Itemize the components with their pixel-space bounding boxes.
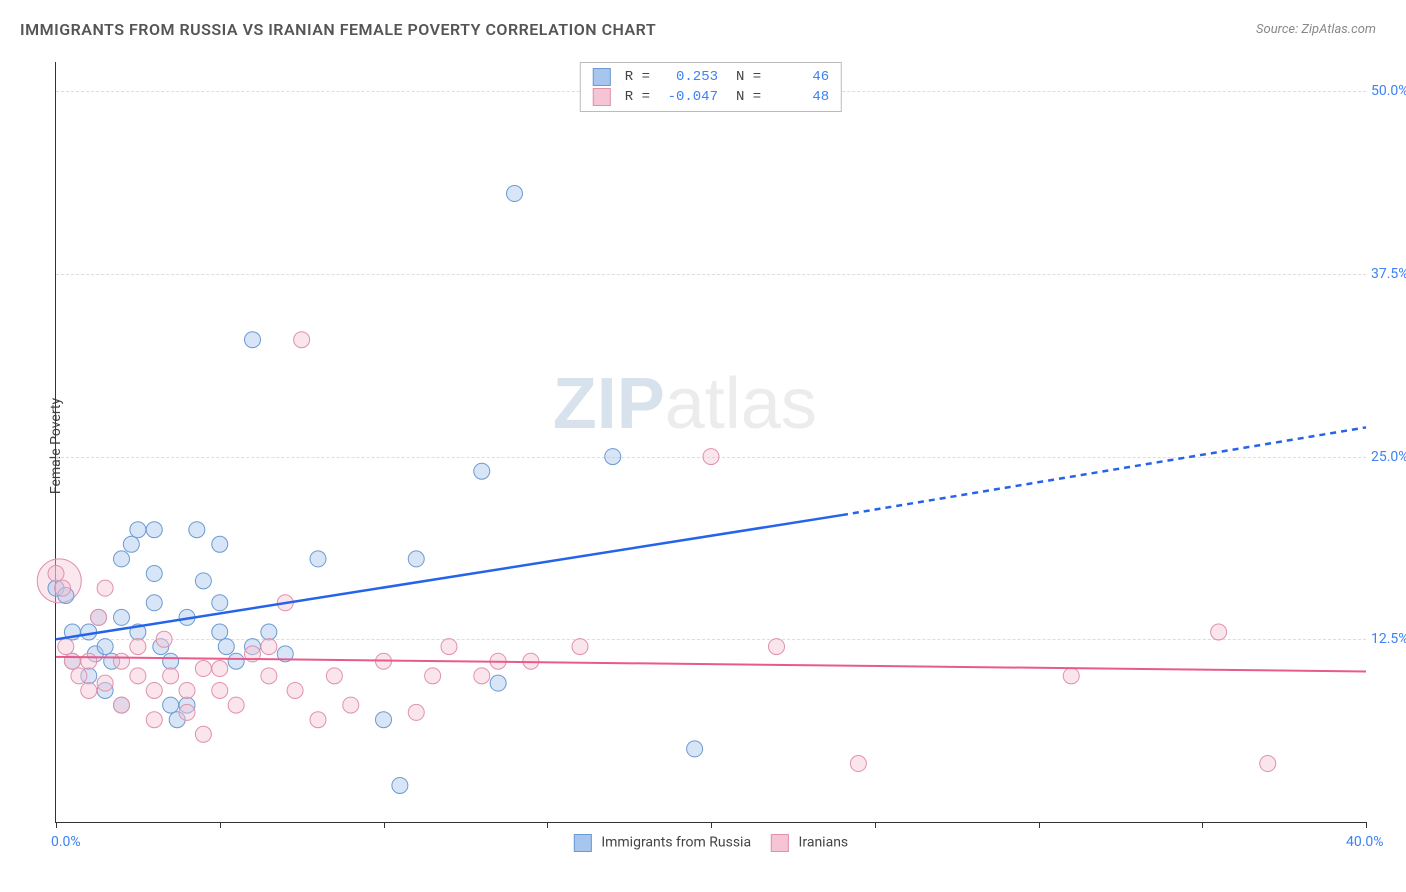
data-point bbox=[114, 697, 130, 713]
data-point bbox=[179, 682, 195, 698]
data-point bbox=[408, 551, 424, 567]
legend-swatch-pink bbox=[771, 834, 789, 852]
legend-row-1: R = -0.047 N = 48 bbox=[593, 87, 829, 107]
data-point bbox=[195, 573, 211, 589]
data-point bbox=[212, 536, 228, 552]
data-point bbox=[55, 580, 71, 596]
data-point bbox=[703, 449, 719, 465]
data-point bbox=[212, 595, 228, 611]
legend-label: Iranians bbox=[799, 835, 849, 851]
data-point bbox=[58, 639, 74, 655]
data-point bbox=[245, 332, 261, 348]
data-point bbox=[130, 639, 146, 655]
xtick-label: 40.0% bbox=[1346, 834, 1384, 850]
data-point bbox=[81, 682, 97, 698]
data-point bbox=[146, 682, 162, 698]
plot-area: ZIPatlas R = 0.253 N = 46 R = -0.047 N =… bbox=[55, 62, 1366, 823]
data-point bbox=[287, 682, 303, 698]
trend-line bbox=[56, 515, 842, 639]
data-point bbox=[212, 661, 228, 677]
chart-container: IMMIGRANTS FROM RUSSIA VS IRANIAN FEMALE… bbox=[0, 0, 1406, 892]
data-point bbox=[687, 741, 703, 757]
data-point bbox=[64, 653, 80, 669]
data-point bbox=[294, 332, 310, 348]
data-point bbox=[163, 668, 179, 684]
data-point bbox=[228, 697, 244, 713]
data-point bbox=[261, 624, 277, 640]
data-point bbox=[146, 566, 162, 582]
data-point bbox=[392, 777, 408, 793]
ytick-label: 50.0% bbox=[1371, 83, 1406, 99]
data-point bbox=[163, 697, 179, 713]
legend-item-1: Iranians bbox=[771, 834, 848, 852]
data-point bbox=[195, 661, 211, 677]
data-point bbox=[163, 653, 179, 669]
xtick-label: 0.0% bbox=[51, 834, 81, 850]
data-point bbox=[1260, 756, 1276, 772]
data-point bbox=[850, 756, 866, 772]
data-point bbox=[769, 639, 785, 655]
data-point bbox=[156, 631, 172, 647]
legend-swatch-pink bbox=[593, 88, 611, 106]
data-point bbox=[572, 639, 588, 655]
data-point bbox=[97, 639, 113, 655]
data-point bbox=[507, 186, 523, 202]
data-point bbox=[130, 668, 146, 684]
trend-line-dashed bbox=[842, 427, 1366, 515]
data-point bbox=[91, 609, 107, 625]
data-point bbox=[490, 675, 506, 691]
legend-label: Immigrants from Russia bbox=[601, 835, 751, 851]
source-label: Source: ZipAtlas.com bbox=[1256, 22, 1376, 37]
data-point bbox=[326, 668, 342, 684]
correlation-legend: R = 0.253 N = 46 R = -0.047 N = 48 bbox=[580, 62, 842, 112]
ytick-label: 25.0% bbox=[1371, 449, 1406, 465]
legend-item-0: Immigrants from Russia bbox=[574, 834, 751, 852]
data-point bbox=[310, 712, 326, 728]
data-point bbox=[114, 551, 130, 567]
trend-line bbox=[56, 657, 1366, 672]
data-point bbox=[441, 639, 457, 655]
data-point bbox=[261, 639, 277, 655]
data-point bbox=[212, 682, 228, 698]
data-point bbox=[212, 624, 228, 640]
data-point bbox=[310, 551, 326, 567]
data-point bbox=[130, 522, 146, 538]
data-point bbox=[343, 697, 359, 713]
scatter-svg bbox=[56, 62, 1366, 822]
legend-row-0: R = 0.253 N = 46 bbox=[593, 67, 829, 87]
data-point bbox=[123, 536, 139, 552]
data-point bbox=[189, 522, 205, 538]
ytick-label: 37.5% bbox=[1371, 266, 1406, 282]
legend-swatch-blue bbox=[574, 834, 592, 852]
data-point bbox=[195, 726, 211, 742]
data-point bbox=[408, 704, 424, 720]
data-point bbox=[261, 668, 277, 684]
data-point bbox=[179, 704, 195, 720]
data-point bbox=[474, 463, 490, 479]
data-point bbox=[425, 668, 441, 684]
data-point bbox=[146, 522, 162, 538]
data-point bbox=[48, 566, 64, 582]
data-point bbox=[1063, 668, 1079, 684]
data-point bbox=[605, 449, 621, 465]
data-point bbox=[146, 712, 162, 728]
ytick-label: 12.5% bbox=[1371, 631, 1406, 647]
data-point bbox=[1211, 624, 1227, 640]
data-point bbox=[376, 712, 392, 728]
data-point bbox=[97, 580, 113, 596]
data-point bbox=[81, 653, 97, 669]
x-axis-legend: Immigrants from Russia Iranians bbox=[574, 834, 848, 852]
chart-title: IMMIGRANTS FROM RUSSIA VS IRANIAN FEMALE… bbox=[20, 20, 656, 39]
data-point bbox=[474, 668, 490, 684]
data-point bbox=[228, 653, 244, 669]
data-point bbox=[218, 639, 234, 655]
data-point bbox=[97, 675, 113, 691]
data-point bbox=[114, 609, 130, 625]
legend-swatch-blue bbox=[593, 68, 611, 86]
data-point bbox=[114, 653, 130, 669]
data-point bbox=[146, 595, 162, 611]
data-point bbox=[71, 668, 87, 684]
